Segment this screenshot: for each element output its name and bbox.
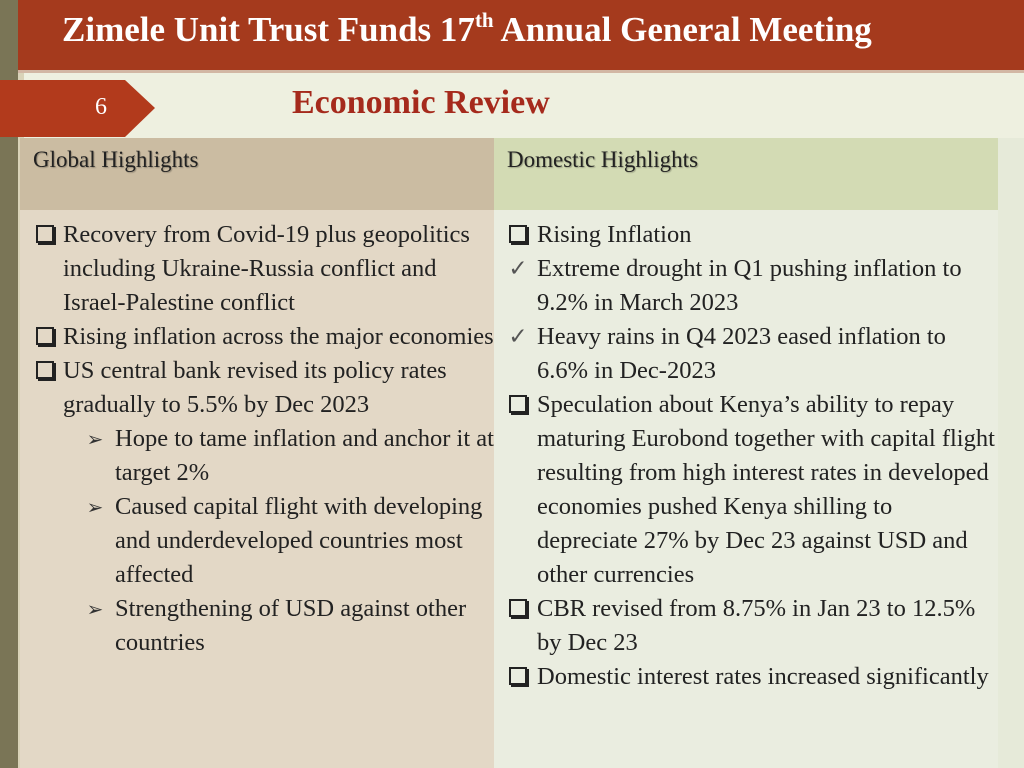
list-item: ➢ Strengthening of USD against other cou…: [20, 592, 494, 660]
list-item: US central bank revised its policy rates…: [20, 354, 494, 422]
arrow-bullet-icon: ➢: [86, 495, 104, 519]
domestic-highlights-heading: Domestic Highlights: [507, 147, 699, 172]
checkmark-bullet-icon: ✓: [508, 256, 528, 282]
list-item: Recovery from Covid-19 plus geopolitics …: [20, 218, 494, 320]
checkmark-bullet-icon: ✓: [508, 324, 528, 350]
title-superscript: th: [474, 8, 494, 32]
slide-number: 6: [95, 94, 107, 120]
domestic-highlights-header: Domestic Highlights: [494, 138, 998, 210]
checkbox-bullet-icon: [33, 218, 57, 253]
section-title: Economic Review: [292, 84, 550, 121]
slide-number-badge: 6: [0, 80, 155, 137]
global-highlights-list: Recovery from Covid-19 plus geopolitics …: [20, 218, 494, 660]
list-item: ✓ Heavy rains in Q4 2023 eased inflation…: [494, 320, 998, 388]
right-edge-strip: [998, 138, 1024, 768]
checkbox-bullet-icon: [506, 660, 530, 695]
list-item: ➢ Hope to tame inflation and anchor it a…: [20, 422, 494, 490]
checkbox-bullet-icon: [506, 388, 530, 423]
list-item: Domestic interest rates increased signif…: [494, 660, 998, 694]
checkbox-bullet-icon: [33, 320, 57, 355]
left-edge-bar: [0, 0, 18, 768]
list-item: CBR revised from 8.75% in Jan 23 to 12.5…: [494, 592, 998, 660]
global-highlights-header: Global Highlights: [20, 138, 494, 210]
checkbox-bullet-icon: [506, 218, 530, 253]
domestic-highlights-column: Domestic Highlights Rising Inflation ✓ E…: [494, 138, 998, 768]
domestic-highlights-list: Rising Inflation ✓ Extreme drought in Q1…: [494, 218, 998, 694]
arrow-bullet-icon: ➢: [86, 427, 104, 451]
checkbox-bullet-icon: [33, 354, 57, 389]
title-bar: Zimele Unit Trust Funds 17th Annual Gene…: [18, 0, 1024, 73]
list-item: Rising inflation across the major econom…: [20, 320, 494, 354]
global-highlights-column: Global Highlights Recovery from Covid-19…: [20, 138, 494, 768]
checkbox-bullet-icon: [506, 592, 530, 627]
list-item: ➢ Caused capital flight with developing …: [20, 490, 494, 592]
global-highlights-heading: Global Highlights: [33, 147, 199, 172]
arrow-bullet-icon: ➢: [86, 597, 104, 621]
list-item: Speculation about Kenya’s ability to rep…: [494, 388, 998, 592]
list-item: Rising Inflation: [494, 218, 998, 252]
page-title: Zimele Unit Trust Funds 17th Annual Gene…: [62, 8, 872, 50]
list-item: ✓ Extreme drought in Q1 pushing inflatio…: [494, 252, 998, 320]
